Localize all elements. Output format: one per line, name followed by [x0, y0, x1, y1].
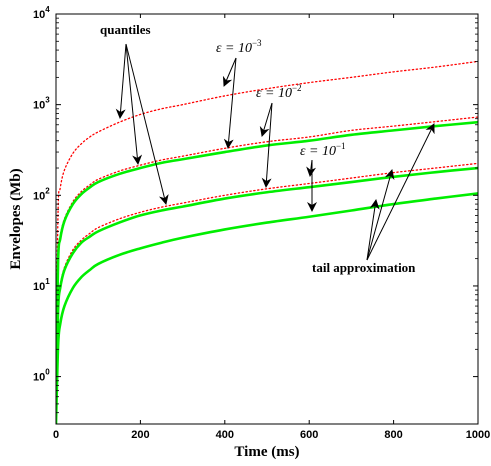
- series-tail-4: [56, 166, 478, 406]
- tail-arrow-3: [366, 123, 435, 261]
- tail-arrow-2: [366, 169, 395, 261]
- eps3-arrow-1: [222, 57, 237, 87]
- y-tick-label: 103: [33, 96, 50, 112]
- series-layer: [56, 60, 478, 424]
- quantiles-arrow-3: [125, 43, 169, 205]
- y-tick-label: 101: [33, 277, 50, 293]
- tail-arrow-1: [366, 199, 380, 261]
- series-quantile-3: [56, 162, 478, 405]
- y-axis-title: Envelopes (Mb): [8, 168, 24, 269]
- series-quantile-1: [56, 116, 478, 387]
- epsilon-label-2: ε = 10−2: [256, 83, 302, 101]
- epsilon-label-3: ε = 10−3: [216, 38, 262, 56]
- x-tick-label: 1000: [466, 429, 490, 441]
- x-tick-label: 600: [300, 429, 318, 441]
- eps2-arrow-2: [261, 102, 273, 188]
- series-tail-5: [56, 192, 478, 424]
- series-quantile-0: [56, 60, 478, 362]
- ticks-layer: 0 200 400 600 800 1000 100 101 102 103 104: [33, 5, 490, 441]
- epsilon-label-1: ε = 10−1: [300, 141, 346, 159]
- y-tick-label: 100: [33, 368, 50, 384]
- quantiles-arrow-2: [125, 43, 143, 165]
- x-tick-label: 800: [384, 429, 402, 441]
- x-axis-title: Time (ms): [234, 444, 299, 460]
- x-tick-label: 0: [53, 429, 59, 441]
- series-tail-2: [56, 120, 478, 387]
- y-tick-label: 102: [33, 186, 50, 202]
- eps3-arrow-2: [223, 57, 237, 149]
- y-tick-label: 104: [33, 5, 50, 21]
- x-tick-label: 400: [216, 429, 234, 441]
- x-tick-label: 200: [131, 429, 149, 441]
- eps2-arrow-1: [259, 102, 273, 137]
- plot-frame: [55, 13, 479, 425]
- quantiles-label: quantiles: [100, 22, 151, 37]
- tail-approximation-label: tail approximation: [312, 260, 416, 275]
- quantiles-arrow-1: [115, 43, 127, 119]
